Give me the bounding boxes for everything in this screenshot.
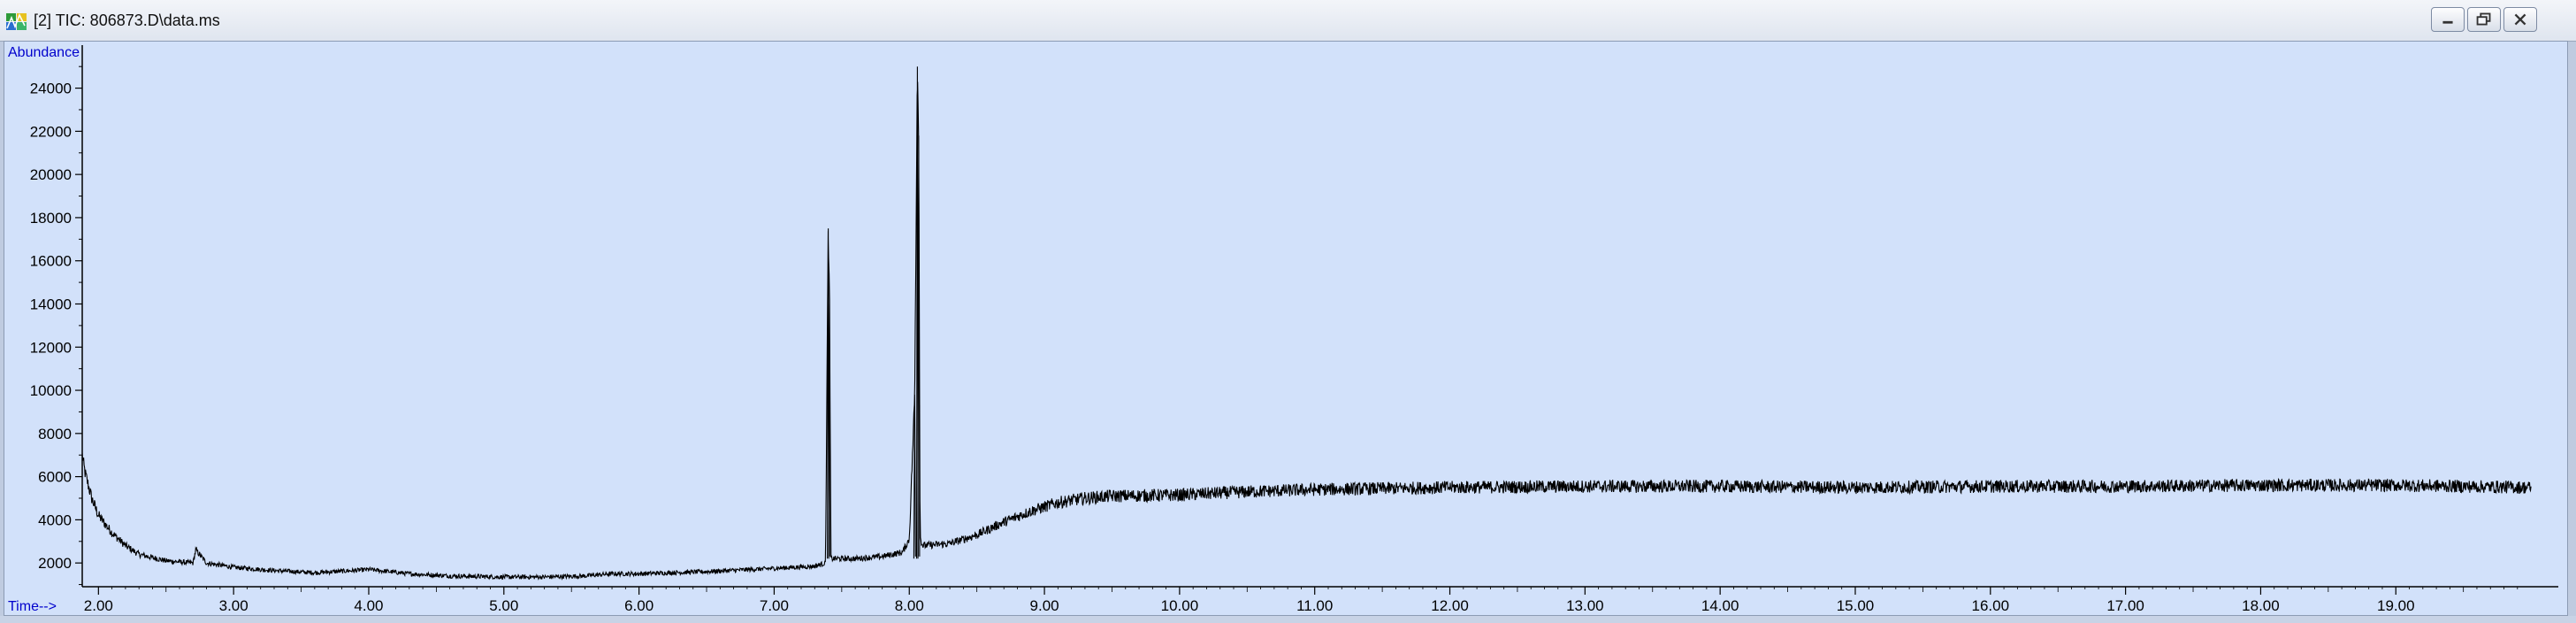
y-tick-label: 8000 <box>38 426 72 442</box>
x-tick-label: 7.00 <box>760 597 789 614</box>
x-tick-label: 4.00 <box>354 597 383 614</box>
x-tick-label: 17.00 <box>2106 597 2144 614</box>
x-axis-label: Time--> <box>8 599 57 614</box>
title-bar[interactable]: [2] TIC: 806873.D\data.ms <box>0 0 2576 42</box>
x-tick-label: 16.00 <box>1972 597 2010 614</box>
y-tick-label: 10000 <box>30 382 72 399</box>
close-icon <box>2514 13 2526 26</box>
x-tick-label: 9.00 <box>1030 597 1059 614</box>
x-tick-label: 8.00 <box>895 597 924 614</box>
x-tick-label: 19.00 <box>2377 597 2415 614</box>
restore-icon <box>2476 12 2491 26</box>
minimize-button[interactable] <box>2431 7 2465 32</box>
x-tick-label: 10.00 <box>1161 597 1199 614</box>
window-bottom-border <box>0 616 2576 623</box>
y-tick-label: 12000 <box>30 339 72 356</box>
x-tick-label: 14.00 <box>1701 597 1739 614</box>
y-tick-label: 4000 <box>38 511 72 528</box>
y-tick-label: 24000 <box>30 81 72 97</box>
tic-series-line <box>81 66 2532 581</box>
y-tick-label: 18000 <box>30 210 72 227</box>
x-tick-label: 2.00 <box>84 597 113 614</box>
x-tick-label: 3.00 <box>219 597 248 614</box>
tic-chart[interactable]: 2000 4000 6000 8000 10000 12000 14000 16000 1800… <box>4 42 2567 615</box>
minimize-icon <box>2442 20 2453 24</box>
x-tick-label: 13.00 <box>1566 597 1604 614</box>
restore-button[interactable] <box>2467 7 2501 32</box>
y-tick-label: 22000 <box>30 123 72 140</box>
y-tick-label: 14000 <box>30 296 72 312</box>
x-tick-label: 5.00 <box>489 597 518 614</box>
chromatogram-app-icon <box>6 13 27 30</box>
y-tick-label: 16000 <box>30 253 72 270</box>
close-button[interactable] <box>2503 7 2537 32</box>
x-tick-label: 18.00 <box>2242 597 2280 614</box>
x-tick-label: 6.00 <box>624 597 654 614</box>
y-tick-label: 6000 <box>38 469 72 486</box>
x-tick-label: 11.00 <box>1296 597 1333 614</box>
y-axis-label: Abundance <box>8 45 80 60</box>
window-title: [2] TIC: 806873.D\data.ms <box>34 12 220 29</box>
y-tick-label: 2000 <box>38 555 72 572</box>
y-tick-label: 20000 <box>30 166 72 183</box>
x-tick-label: 15.00 <box>1837 597 1875 614</box>
x-tick-label: 12.00 <box>1431 597 1469 614</box>
plot-area[interactable]: 2000 4000 6000 8000 10000 12000 14000 16000 1800… <box>4 41 2568 616</box>
